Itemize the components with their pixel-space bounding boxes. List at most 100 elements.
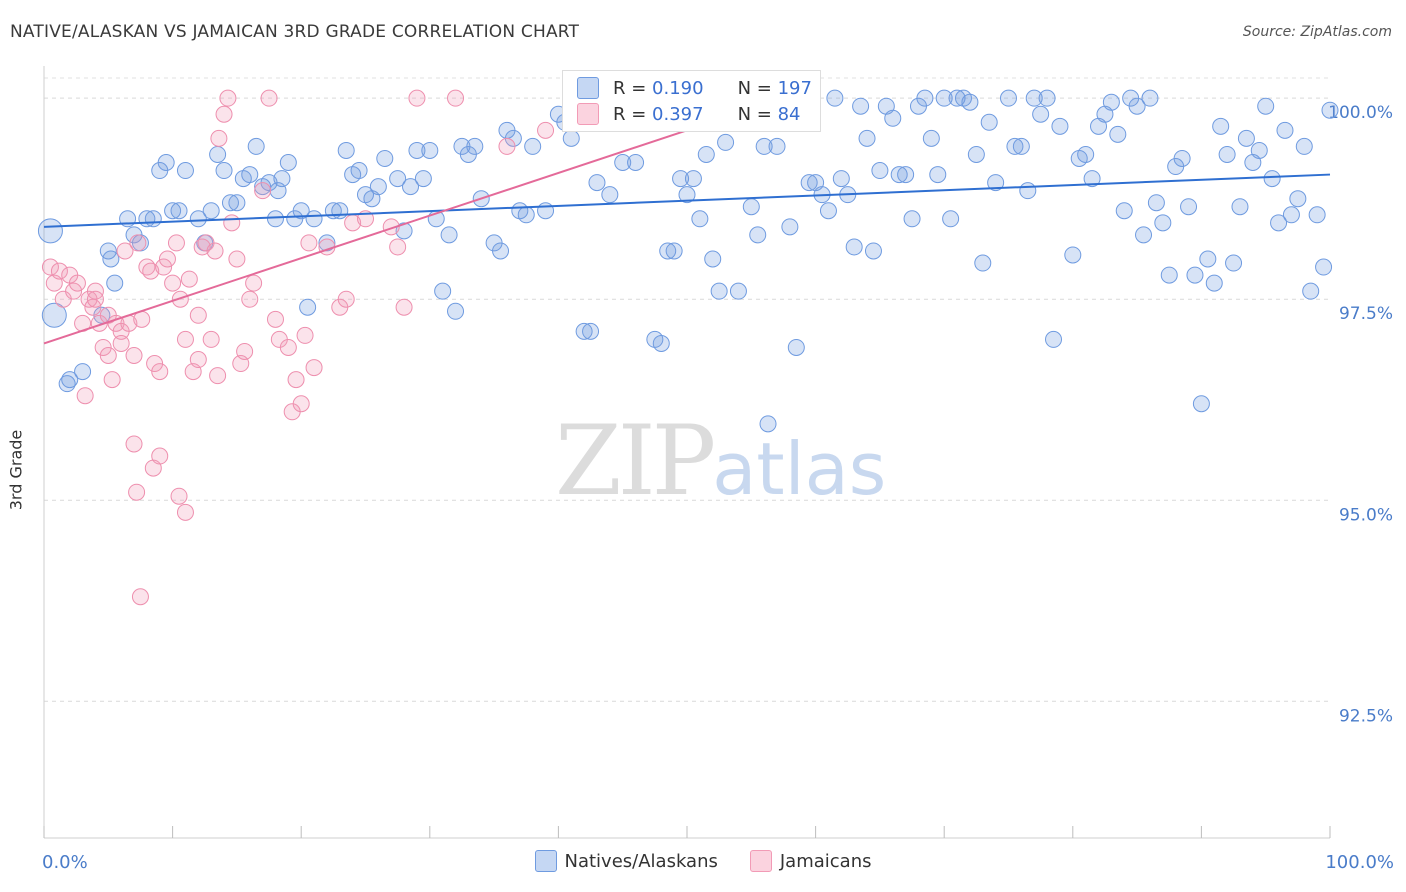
data-point [832, 170, 850, 188]
data-point [1192, 395, 1210, 413]
data-point [614, 154, 632, 171]
data-point [219, 89, 237, 107]
data-point [916, 89, 934, 107]
data-point [337, 290, 355, 308]
data-point [652, 334, 670, 352]
data-point [717, 133, 735, 151]
data-point [279, 338, 297, 356]
data-point [144, 210, 162, 228]
data-point [1025, 89, 1043, 107]
watermark: ZIPatlas [555, 405, 886, 517]
data-point [299, 298, 317, 316]
data-point [1205, 274, 1223, 292]
data-point [389, 238, 407, 256]
data-point [228, 250, 246, 268]
data-point [961, 93, 979, 111]
chart-title: NATIVE/ALASKAN VS JAMAICAN 3RD GRADE COR… [10, 22, 580, 42]
data-point [414, 170, 432, 188]
data-point [37, 218, 63, 244]
data-point [582, 322, 600, 340]
data-point [1282, 206, 1300, 224]
legend-item-natives[interactable]: Natives/Alaskans [534, 850, 718, 872]
data-point [672, 170, 690, 188]
data-point [180, 270, 198, 288]
data-point [266, 210, 284, 228]
data-point [980, 113, 998, 131]
data-point [1160, 266, 1178, 284]
data-point [1276, 121, 1294, 139]
y-tick-label: 100.0% [1328, 103, 1393, 123]
data-point [210, 129, 228, 147]
data-point [189, 306, 207, 324]
data-point [1295, 137, 1313, 155]
data-point [202, 330, 220, 348]
legend-swatch-natives [534, 850, 557, 872]
data-point [588, 174, 606, 192]
data-point [871, 162, 889, 180]
y-axis-label: 3rd Grade [6, 429, 26, 511]
data-point [1302, 282, 1320, 300]
data-point [987, 174, 1005, 192]
data-point [421, 141, 439, 159]
data-point [241, 290, 259, 308]
data-point [206, 242, 224, 260]
data-point [729, 282, 747, 300]
data-point [1051, 117, 1069, 135]
stats-r-label: R = [613, 103, 647, 125]
data-point [157, 154, 175, 171]
data-point [76, 387, 94, 405]
legend-item-jamaicans[interactable]: Jamaicans [749, 850, 872, 872]
data-point [269, 182, 287, 200]
data-point [50, 262, 68, 280]
stats-r-label: R = [613, 77, 647, 99]
data-point [897, 166, 915, 184]
data-point [99, 347, 117, 364]
data-point [158, 250, 176, 268]
data-point [1263, 170, 1281, 188]
data-point [492, 242, 510, 260]
data-point [1218, 145, 1236, 163]
data-point [498, 137, 516, 155]
data-point [922, 129, 940, 147]
stats-swatch-natives [577, 77, 599, 99]
data-point [395, 298, 413, 316]
data-point [74, 363, 92, 381]
data-point [102, 250, 120, 268]
data-point [1289, 190, 1307, 208]
data-point [41, 258, 59, 276]
legend-label-natives: Natives/Alaskans [564, 850, 718, 872]
data-point [241, 166, 259, 184]
source-label: Source: ZipAtlas.com [1242, 24, 1392, 40]
data-point [142, 262, 160, 280]
data-point [112, 334, 130, 352]
data-point [215, 162, 233, 180]
data-point [948, 89, 966, 107]
data-point [86, 290, 104, 308]
data-point [1000, 89, 1017, 107]
data-point [1225, 254, 1243, 272]
data-point [215, 105, 233, 123]
data-point [58, 375, 76, 393]
data-point [755, 137, 773, 155]
data-point [1135, 226, 1153, 244]
data-point [155, 258, 173, 276]
data-point [116, 242, 134, 260]
data-point [1186, 266, 1204, 284]
stats-r-value: 0.397 [652, 103, 704, 125]
data-point [164, 274, 182, 292]
data-point [967, 145, 985, 163]
data-point [1270, 214, 1288, 232]
data-point [176, 162, 194, 180]
data-point [517, 206, 535, 224]
data-point [678, 186, 696, 204]
data-point [408, 141, 426, 159]
data-point [245, 274, 263, 292]
stats-swatch-jamaicans [577, 103, 599, 125]
data-point [292, 202, 310, 220]
data-point [1308, 206, 1326, 224]
data-point [852, 97, 870, 115]
data-point [858, 129, 876, 147]
data-point [1064, 246, 1082, 264]
x-tick-label-max: 100.0% [1325, 852, 1394, 873]
